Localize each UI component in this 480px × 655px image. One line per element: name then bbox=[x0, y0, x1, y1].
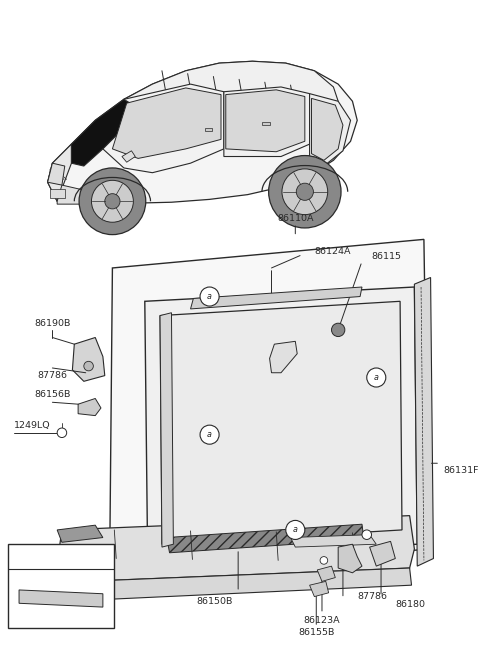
Text: 86180: 86180 bbox=[396, 600, 425, 608]
Polygon shape bbox=[57, 515, 414, 582]
Polygon shape bbox=[124, 62, 338, 119]
Polygon shape bbox=[310, 582, 329, 597]
Polygon shape bbox=[160, 312, 173, 547]
Circle shape bbox=[269, 155, 341, 228]
Text: 86131F: 86131F bbox=[443, 466, 479, 476]
Polygon shape bbox=[19, 590, 103, 607]
Text: 86155B: 86155B bbox=[298, 628, 335, 637]
Circle shape bbox=[332, 323, 345, 337]
Text: 86123A: 86123A bbox=[304, 616, 340, 625]
Text: 86156B: 86156B bbox=[34, 390, 71, 399]
Text: 86124A: 86124A bbox=[314, 248, 351, 256]
Circle shape bbox=[84, 362, 93, 371]
Circle shape bbox=[105, 194, 120, 209]
Polygon shape bbox=[57, 525, 103, 542]
Polygon shape bbox=[48, 163, 65, 185]
Polygon shape bbox=[226, 90, 305, 152]
Text: 86110A: 86110A bbox=[277, 214, 313, 223]
Text: 87786: 87786 bbox=[357, 592, 387, 601]
Polygon shape bbox=[317, 566, 336, 582]
Circle shape bbox=[200, 287, 219, 306]
Polygon shape bbox=[191, 287, 362, 309]
Text: a: a bbox=[19, 552, 24, 561]
Bar bbox=[49, 189, 65, 198]
Polygon shape bbox=[414, 278, 433, 566]
Text: 87786: 87786 bbox=[37, 371, 67, 380]
Polygon shape bbox=[160, 301, 402, 544]
Text: a: a bbox=[207, 430, 212, 439]
Polygon shape bbox=[122, 151, 135, 162]
Circle shape bbox=[362, 530, 372, 540]
Polygon shape bbox=[112, 88, 221, 159]
Polygon shape bbox=[48, 144, 72, 201]
Polygon shape bbox=[310, 94, 350, 166]
Text: 86115: 86115 bbox=[372, 252, 401, 261]
Text: 86190B: 86190B bbox=[34, 319, 71, 328]
Bar bbox=[8, 544, 114, 628]
Polygon shape bbox=[270, 341, 297, 373]
Polygon shape bbox=[145, 287, 417, 559]
Circle shape bbox=[12, 548, 30, 565]
Text: 86150B: 86150B bbox=[196, 597, 232, 606]
Polygon shape bbox=[72, 100, 138, 166]
Bar bbox=[262, 122, 270, 125]
Text: a: a bbox=[207, 292, 212, 301]
Text: 86124D: 86124D bbox=[46, 552, 84, 561]
Text: a: a bbox=[293, 525, 298, 534]
Polygon shape bbox=[338, 544, 362, 572]
Polygon shape bbox=[62, 568, 411, 601]
Polygon shape bbox=[167, 524, 364, 553]
Text: 1249LQ: 1249LQ bbox=[14, 421, 51, 430]
Circle shape bbox=[367, 368, 386, 387]
Polygon shape bbox=[290, 534, 376, 547]
Circle shape bbox=[282, 169, 328, 215]
Polygon shape bbox=[312, 98, 343, 160]
Polygon shape bbox=[72, 337, 105, 381]
Circle shape bbox=[57, 428, 67, 438]
Polygon shape bbox=[48, 62, 357, 203]
Polygon shape bbox=[370, 542, 396, 566]
Bar bbox=[205, 128, 213, 131]
Circle shape bbox=[320, 557, 328, 564]
Circle shape bbox=[79, 168, 146, 234]
Polygon shape bbox=[224, 87, 310, 157]
Circle shape bbox=[296, 183, 313, 200]
Polygon shape bbox=[57, 185, 133, 204]
Polygon shape bbox=[109, 239, 429, 578]
Circle shape bbox=[200, 425, 219, 444]
Polygon shape bbox=[78, 398, 101, 416]
Polygon shape bbox=[103, 84, 224, 173]
Circle shape bbox=[286, 521, 305, 540]
Circle shape bbox=[92, 180, 133, 222]
Text: a: a bbox=[374, 373, 379, 382]
